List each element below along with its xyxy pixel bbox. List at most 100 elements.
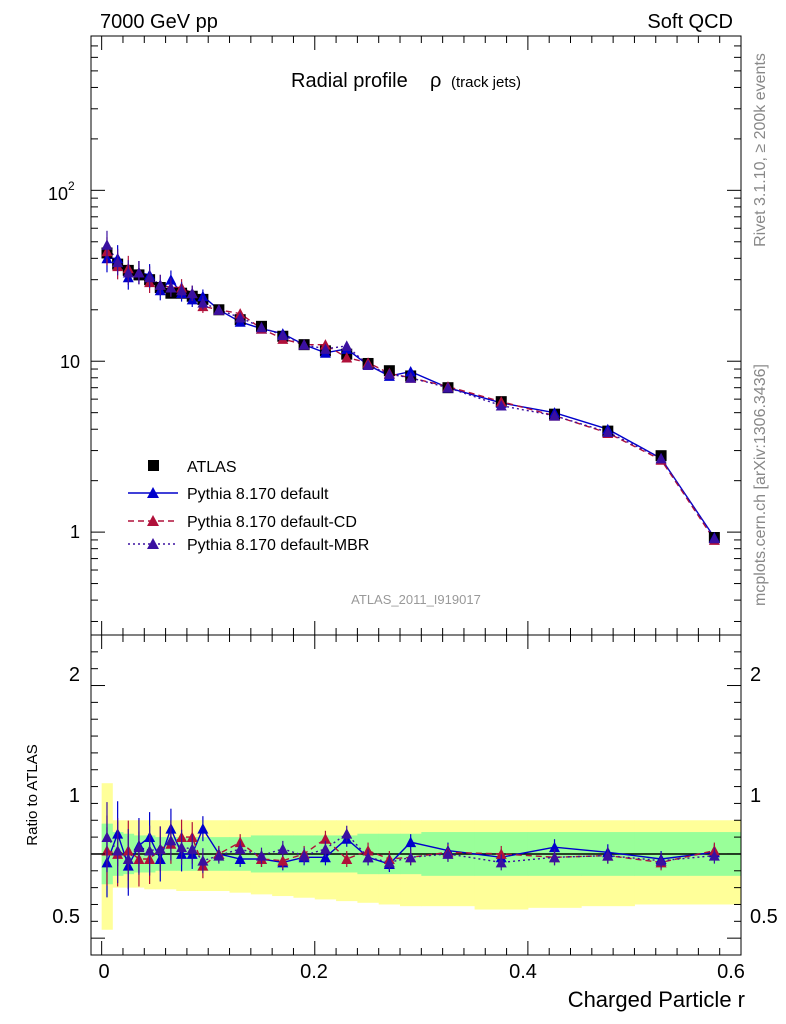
ratio-plot: 2 1 0.5 2 1 0.5 0 0.2 0.4 0.6 Charged Pa… [24, 634, 778, 1012]
main-point-series-3 [165, 282, 177, 293]
main-point-series-3 [133, 267, 145, 278]
main-point-series-3 [362, 359, 374, 370]
y-tick-label-1: 1 [70, 522, 80, 542]
legend-marker-default [147, 487, 159, 498]
ratio-point-series-1 [341, 853, 353, 864]
ratio-y-tick-05-right: 0.5 [750, 906, 778, 928]
ratio-y-tick-2-left: 2 [69, 664, 80, 686]
ratio-y-axis-label: Ratio to ATLAS [24, 744, 41, 845]
ratio-point-series-2 [176, 841, 188, 853]
ratio-point-series-2 [298, 850, 310, 861]
ratio-y-tick-05-left: 0.5 [52, 906, 80, 928]
x-tick-label-0-4: 0.4 [509, 961, 537, 983]
legend-marker-cd [147, 515, 159, 526]
ratio-point-series-0 [197, 823, 209, 834]
ratio-point-series-1 [277, 855, 289, 866]
main-point-series-3 [383, 368, 395, 380]
main-title-suffix: (track jets) [451, 74, 521, 91]
ratio-plot-frame [90, 634, 742, 956]
ratio-point-series-0 [405, 836, 417, 848]
ratio-point-series-0 [549, 841, 561, 853]
ratio-point-series-1 [495, 848, 507, 859]
main-point-series-3 [234, 312, 246, 323]
ratio-point-series-2 [122, 853, 134, 864]
ratio-axis-ticks [91, 635, 742, 955]
ratio-point-series-2 [186, 843, 198, 854]
legend-marker-mbr [147, 538, 159, 549]
ratio-y-tick-1-right: 1 [750, 785, 761, 807]
main-point-series-3 [405, 372, 417, 383]
legend-label-atlas: ATLAS [187, 459, 237, 476]
main-point-series-3 [442, 382, 454, 393]
legend-marker-atlas [148, 460, 159, 471]
x-tick-label-0-6: 0.6 [717, 961, 745, 983]
ratio-point-series-2 [133, 841, 145, 853]
ratio-point-series-2 [655, 855, 667, 866]
main-point-series-3 [319, 343, 331, 354]
ratio-point-series-2 [197, 855, 209, 866]
main-point-series-3 [495, 400, 507, 411]
x-tick-label-0-2: 0.2 [300, 961, 328, 983]
main-title: Radial profile [291, 70, 408, 92]
main-point-series-3 [213, 304, 225, 315]
ratio-point-series-0 [319, 851, 331, 863]
legend-label-mbr: Pythia 8.170 default-MBR [187, 537, 369, 554]
y-tick-label-10: 10 [60, 352, 80, 372]
x-axis-label: Charged Particle r [568, 987, 745, 1012]
y-tick-label-100-base: 10 [48, 184, 68, 204]
ratio-point-series-2 [495, 856, 507, 868]
main-point-series-3 [341, 340, 353, 351]
ratio-y-tick-2-right: 2 [750, 664, 761, 686]
ratio-point-series-2 [144, 845, 156, 856]
header-left: 7000 GeV pp [100, 11, 218, 33]
ratio-point-series-0 [234, 853, 246, 864]
legend-label-cd: Pythia 8.170 default-CD [187, 514, 357, 531]
main-point-series-1 [405, 366, 417, 377]
ratio-point-series-2 [165, 834, 177, 846]
ratio-point-series-2 [383, 856, 395, 868]
main-point-series-2 [341, 352, 353, 363]
main-point-series-3 [655, 452, 667, 464]
main-point-series-3 [176, 284, 188, 296]
ratio-point-series-2 [234, 843, 246, 854]
main-point-series-3 [122, 267, 134, 278]
ratio-point-series-2 [341, 828, 353, 839]
ratio-point-series-2 [154, 843, 166, 854]
ratio-point-series-2 [549, 851, 561, 863]
main-plot: Radial profile ρ (track jets) 10 2 10 1 … [48, 35, 742, 636]
main-point-series-3 [101, 239, 113, 250]
main-point-series-3 [255, 321, 267, 333]
legend-label-default: Pythia 8.170 default [187, 486, 329, 503]
main-title-symbol: ρ [430, 70, 441, 92]
main-point-series-3 [277, 329, 289, 341]
main-point-series-3 [602, 426, 614, 438]
main-series-line-2 [106, 250, 715, 541]
ratio-point-series-2 [112, 845, 124, 856]
mcplots-source-label: mcplots.cern.ch [arXiv:1306.3436] [752, 364, 769, 606]
y-tick-label-100-exponent: 2 [68, 179, 75, 193]
ratio-point-series-2 [213, 850, 225, 861]
ratio-point-series-2 [602, 850, 614, 861]
ratio-point-series-2 [277, 843, 289, 854]
ratio-point-series-2 [442, 848, 454, 859]
x-tick-label-0: 0 [98, 961, 109, 983]
ratio-point-series-2 [708, 850, 720, 861]
analysis-watermark: ATLAS_2011_I919017 [351, 592, 481, 607]
main-point-series-3 [708, 532, 720, 544]
header-right: Soft QCD [647, 11, 733, 33]
main-point-series-3 [197, 297, 209, 308]
ratio-point-series-2 [255, 850, 267, 861]
main-axis-ticks [91, 35, 742, 635]
main-point-series-3 [112, 256, 124, 268]
main-point-series-3 [186, 287, 198, 299]
ratio-y-tick-1-left: 1 [69, 785, 80, 807]
main-point-series-3 [298, 339, 310, 350]
main-point-series-3 [549, 410, 561, 421]
ratio-point-series-2 [362, 851, 374, 863]
ratio-point-series-1 [319, 833, 331, 844]
ratio-point-series-2 [405, 851, 417, 863]
ratio-point-series-2 [319, 843, 331, 854]
main-point-series-3 [154, 279, 166, 290]
legend: ATLAS Pythia 8.170 default Pythia 8.170 … [128, 459, 369, 554]
